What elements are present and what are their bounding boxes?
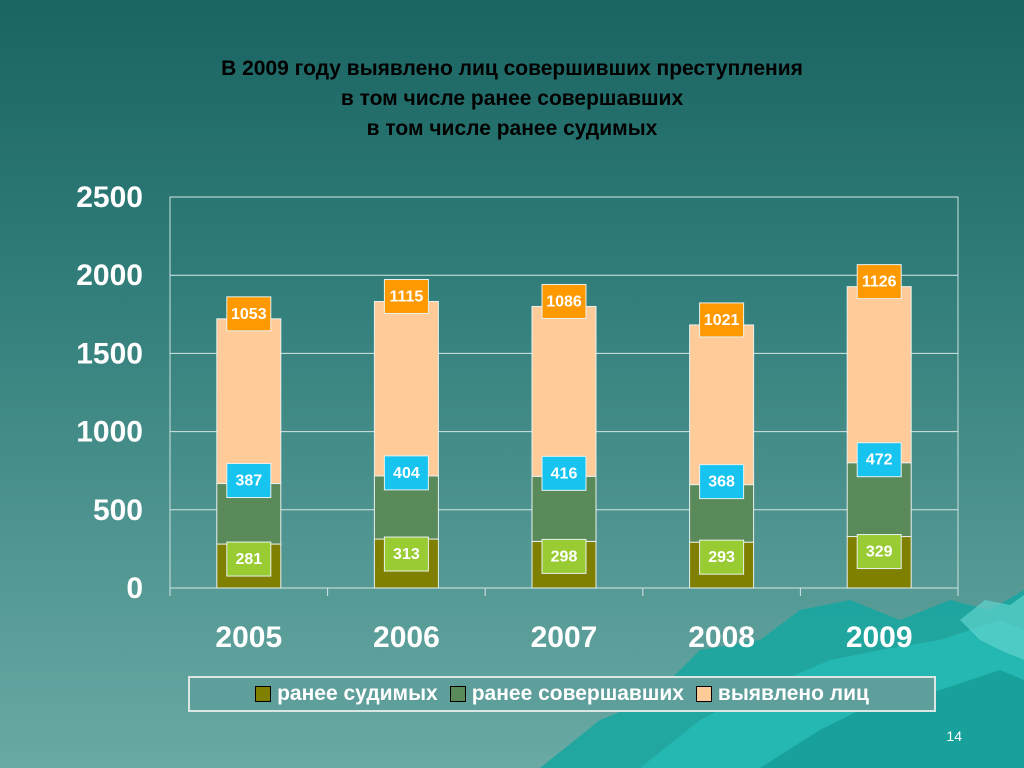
data-label-1: 281 — [235, 551, 262, 568]
data-label-box-1 — [699, 539, 745, 575]
x-tick-label: 2007 — [531, 621, 598, 654]
y-tick-label: 1500 — [76, 337, 143, 370]
data-label-1: 313 — [393, 546, 420, 563]
data-label-3: 1126 — [862, 274, 897, 291]
bar-3 — [689, 324, 755, 486]
data-label-3: 1053 — [231, 306, 267, 323]
page-number: 14 — [946, 728, 962, 744]
legend-label-3: выявлено лиц — [717, 682, 869, 705]
slide-title-line-2: в том числе ранее совершавших — [340, 87, 684, 110]
y-tick-label: 2000 — [76, 259, 143, 292]
data-label-box-1 — [541, 538, 587, 574]
data-label-3: 1021 — [704, 312, 740, 329]
legend-item-2: ранее совершавших — [449, 682, 684, 706]
legend-swatch-2 — [449, 686, 466, 702]
y-tick-label: 500 — [93, 494, 143, 527]
data-label-box-2 — [541, 455, 587, 491]
data-label-box-3 — [226, 296, 272, 332]
data-label-box-1 — [856, 534, 902, 570]
data-label-1: 298 — [551, 548, 578, 565]
data-label-1: 329 — [866, 544, 893, 561]
data-label-box-2 — [383, 455, 429, 491]
data-label-2: 368 — [708, 474, 735, 491]
bar-3 — [373, 300, 439, 477]
chart-legend: ранее судимых ранее совершавших выявлено… — [188, 676, 936, 712]
bar-3 — [531, 305, 597, 477]
data-label-box-3 — [699, 302, 745, 338]
bar-3 — [216, 318, 282, 485]
x-tick-label: 2006 — [373, 621, 440, 654]
legend-label-2: ранее совершавших — [471, 682, 684, 705]
y-tick-label: 1000 — [76, 416, 143, 449]
data-label-box-3 — [541, 283, 587, 319]
data-label-3: 1086 — [546, 293, 582, 310]
legend-item-3: выявлено лиц — [695, 682, 869, 706]
data-label-2: 416 — [551, 465, 578, 482]
legend-item-1: ранее судимых — [255, 682, 438, 706]
x-tick-label: 2008 — [688, 621, 755, 654]
bar-3 — [846, 286, 912, 464]
data-label-box-1 — [226, 541, 272, 577]
data-label-box-2 — [856, 442, 902, 478]
data-label-box-2 — [226, 463, 272, 499]
data-label-2: 404 — [393, 465, 420, 482]
y-tick-label: 0 — [126, 572, 143, 605]
data-label-box-1 — [383, 536, 429, 572]
data-label-box-3 — [383, 278, 429, 314]
legend-swatch-1 — [255, 686, 272, 702]
y-tick-label: 2500 — [76, 181, 143, 214]
legend-label-1: ранее судимых — [277, 682, 438, 705]
legend-swatch-3 — [695, 686, 712, 702]
data-label-box-3 — [856, 264, 902, 300]
data-label-1: 293 — [708, 549, 735, 566]
slide-title-line-1: В 2009 году выявлено лиц совершивших пре… — [221, 57, 803, 80]
slide-title-line-3: в том числе ранее судимых — [366, 117, 658, 140]
data-label-2: 472 — [866, 452, 893, 469]
x-tick-label: 2009 — [846, 621, 913, 654]
x-tick-label: 2005 — [215, 621, 282, 654]
data-label-2: 387 — [235, 473, 262, 490]
data-label-3: 1115 — [389, 288, 423, 305]
data-label-box-2 — [699, 464, 745, 500]
